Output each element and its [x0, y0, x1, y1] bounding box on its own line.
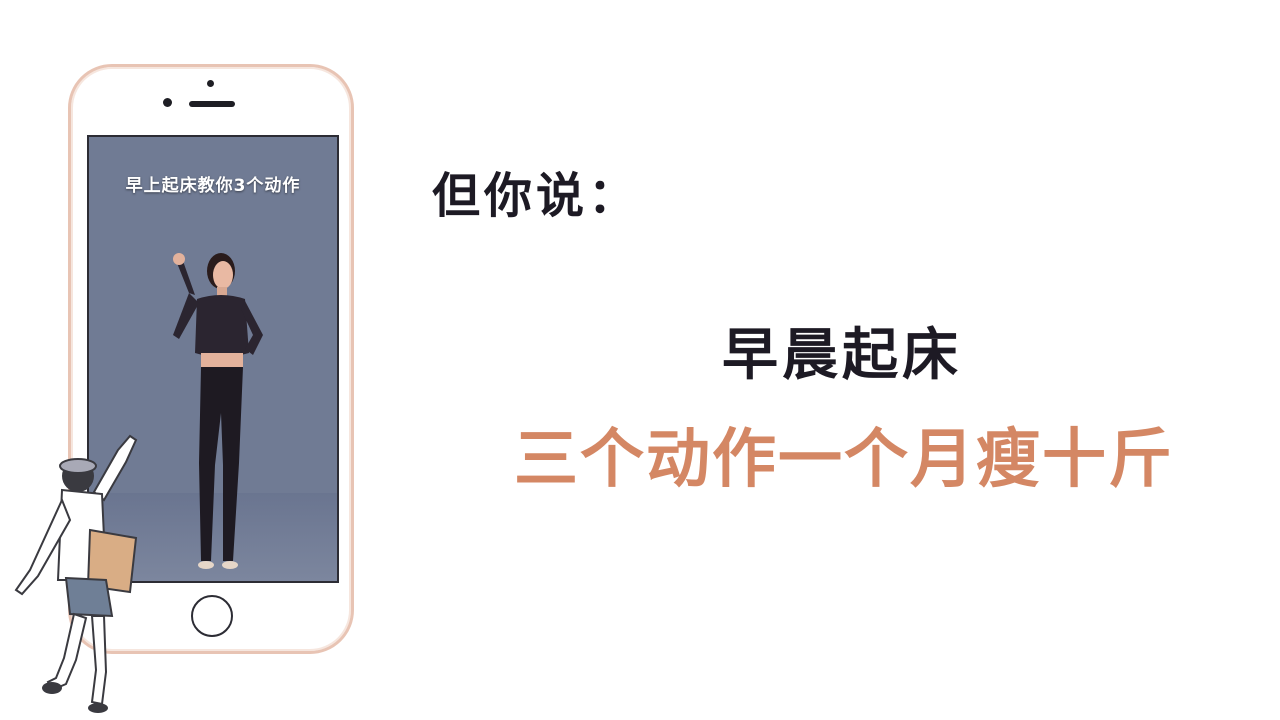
title-line-2: 三个动作一个月瘦十斤 — [514, 423, 1174, 497]
phone-camera-icon — [163, 98, 172, 107]
phone-speaker — [189, 101, 235, 107]
girl-illustration — [14, 434, 138, 713]
dancer-figure — [173, 253, 263, 569]
phone-sensor — [207, 80, 214, 87]
title-line-1: 早晨起床 — [722, 323, 962, 388]
video-caption: 早上起床教你3个动作 — [125, 176, 301, 196]
headline-text: 但你说： — [432, 168, 641, 224]
home-button-icon[interactable] — [191, 595, 233, 637]
